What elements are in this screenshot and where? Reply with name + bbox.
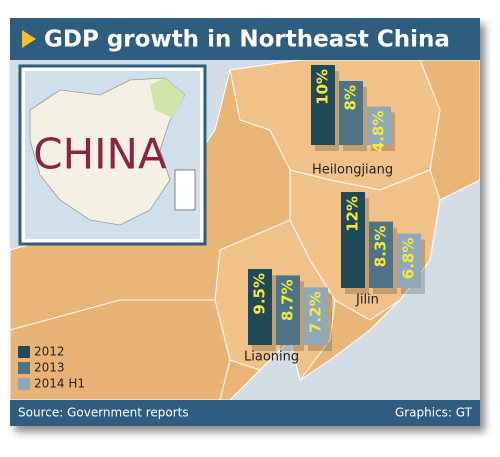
legend-swatch	[18, 378, 30, 390]
inset-land	[29, 77, 186, 226]
legend-swatch	[18, 346, 30, 358]
bar	[276, 275, 300, 345]
bar	[339, 81, 363, 145]
bar	[397, 233, 421, 288]
inset-box	[174, 169, 196, 211]
credit: Graphics: GT	[395, 406, 473, 420]
value-label: 10%	[314, 69, 332, 105]
value-label: 6.8%	[400, 238, 418, 280]
inset-label: CHINA	[33, 130, 167, 179]
bar	[367, 106, 391, 145]
value-label: 4.8%	[370, 111, 388, 153]
bar	[248, 269, 272, 345]
value-label: 12%	[344, 196, 362, 232]
bar	[369, 221, 393, 288]
bar	[341, 192, 365, 288]
value-label: 8.3%	[372, 226, 390, 268]
title-bar	[10, 18, 480, 60]
footer-bar	[10, 400, 480, 426]
title-icon	[22, 30, 36, 48]
legend-label: 2014 H1	[34, 377, 85, 391]
province-label: Liaoning	[244, 350, 299, 365]
value-label: 7.2%	[307, 291, 325, 333]
bar	[311, 65, 335, 145]
province-label: Jilin	[355, 293, 379, 308]
legend-swatch	[18, 362, 30, 374]
title: GDP growth in Northeast China	[44, 27, 450, 53]
source: Source: Government reports	[18, 406, 189, 420]
legend-label: 2013	[34, 361, 65, 375]
province-label: Heilongjiang	[312, 163, 393, 178]
value-label: 8.7%	[279, 279, 297, 321]
bar	[304, 287, 328, 345]
value-label: 8%	[342, 85, 360, 110]
legend-label: 2012	[34, 345, 65, 359]
value-label: 9.5%	[251, 273, 269, 315]
inset-highlight	[150, 78, 185, 118]
